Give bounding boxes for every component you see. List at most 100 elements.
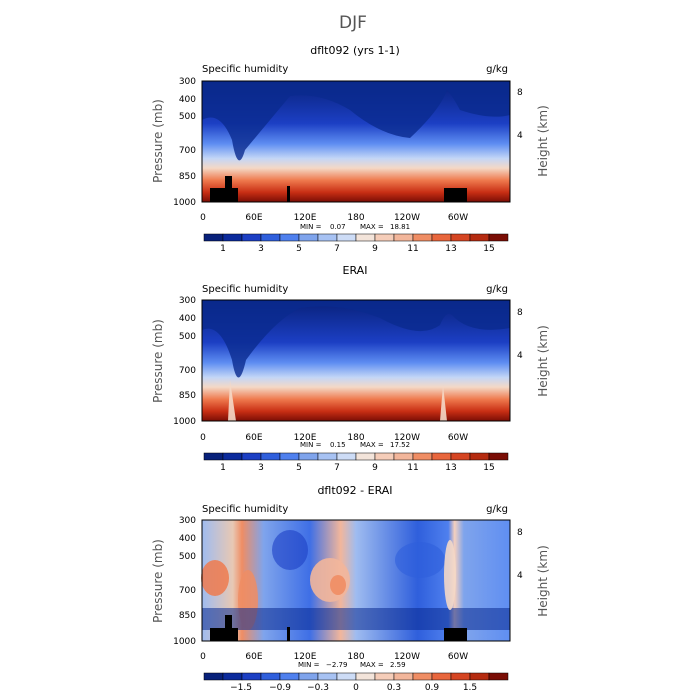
panel-1-xtick-60e: 60E (245, 213, 262, 223)
panel-3-ytick-500: 500 (179, 552, 196, 562)
panel-3-cbar-label-m1.5: −1.5 (230, 683, 252, 693)
panel-1-cbar-label-3: 3 (258, 244, 264, 254)
panel-1-ytick-700: 700 (179, 146, 196, 156)
panel-3-y2tick-4: 4 (517, 571, 523, 581)
colorbar-swatch (355, 672, 376, 681)
colorbar-swatch (336, 233, 357, 242)
panel-2-stats: MIN = 0.15 MAX = 17.52 (300, 441, 410, 449)
panel-1-colorbar (203, 233, 509, 242)
panel-2-y2tick-8: 8 (517, 308, 523, 318)
colorbar-swatch (298, 672, 319, 681)
panel-2-cbar-label-1: 1 (220, 463, 226, 473)
panel-3-plot (201, 520, 510, 641)
panel-2-max-value: 17.52 (390, 441, 410, 449)
panel-2-ylabel: Pressure (mb) (151, 319, 165, 403)
panel-1-cbar-label-15: 15 (483, 244, 494, 254)
colorbar-swatch (412, 672, 433, 681)
panel-3-cbar-label-0.9: 0.9 (425, 683, 440, 693)
panel-1-y2tick-8: 8 (517, 88, 523, 98)
panel-3-xtick-120e: 120E (294, 652, 317, 662)
colorbar-swatch (317, 672, 338, 681)
panel-2-xtick-60e: 60E (245, 433, 262, 443)
panel-1-ytick-1000: 1000 (173, 198, 196, 208)
panel-1-left-label: Specific humidity (202, 64, 288, 75)
colorbar-swatch (298, 452, 319, 461)
panel-1-max-value: 18.81 (390, 223, 410, 231)
panel-2-plot (202, 300, 510, 421)
colorbar-swatch (450, 233, 471, 242)
panel-3-ytick-700: 700 (179, 586, 196, 596)
colorbar-swatch (317, 233, 338, 242)
colorbar-swatch (412, 233, 433, 242)
colorbar-swatch (317, 452, 338, 461)
panel-3-terrain (210, 628, 238, 641)
panel-2-ytick-850: 850 (179, 391, 196, 401)
panel-3-max-label: MAX = (360, 661, 384, 669)
panel-2-ytick-300: 300 (179, 296, 196, 306)
panel-2-colorbar (203, 452, 509, 461)
panel-2-ytick-1000: 1000 (173, 417, 196, 427)
panel-1-xtick-120w: 120W (394, 213, 420, 223)
panel-1-y2label: Height (km) (536, 105, 550, 176)
colorbar-swatch (336, 672, 357, 681)
colorbar-swatch (488, 452, 509, 461)
panel-2-min-value: 0.15 (330, 441, 346, 449)
colorbar-swatch (222, 233, 243, 242)
panel-1-xtick-120e: 120E (294, 213, 317, 223)
panel-3-y2tick-8: 8 (517, 528, 523, 538)
panel-1-terrain (210, 188, 238, 202)
colorbar-swatch (355, 233, 376, 242)
colorbar-swatch (488, 233, 509, 242)
panel-1-cbar-label-1: 1 (220, 244, 226, 254)
panel-2-cbar-label-13: 13 (445, 463, 456, 473)
panel-1-ytick-500: 500 (179, 112, 196, 122)
colorbar-swatch (469, 452, 490, 461)
colorbar-swatch (298, 233, 319, 242)
panel-3-xtick-0: 0 (200, 652, 206, 662)
colorbar-swatch (260, 452, 281, 461)
panel-2-units: g/kg (486, 284, 508, 295)
colorbar-swatch (450, 672, 471, 681)
panel-2-xtick-0: 0 (200, 433, 206, 443)
colorbar-swatch (203, 672, 224, 681)
colorbar-swatch (241, 452, 262, 461)
colorbar-swatch (203, 233, 224, 242)
panel-1: dflt092 (yrs 1-1) Specific humidity g/kg… (151, 44, 550, 254)
panel-3-cbar-label-m0.9: −0.9 (269, 683, 291, 693)
colorbar-swatch (241, 672, 262, 681)
panel-1-title: dflt092 (yrs 1-1) (310, 44, 400, 57)
colorbar-swatch (374, 452, 395, 461)
panel-2-xtick-120w: 120W (394, 433, 420, 443)
panel-3-cbar-label-0.3: 0.3 (387, 683, 401, 693)
panel-2-xtick-180: 180 (347, 433, 364, 443)
colorbar-swatch (374, 672, 395, 681)
panel-1-cbar-label-9: 9 (372, 244, 378, 254)
panel-1-stats: MIN = 0.07 MAX = 18.81 (300, 223, 410, 231)
panel-1-plot (202, 81, 510, 202)
panel-1-y2tick-4: 4 (517, 131, 523, 141)
colorbar-swatch (393, 672, 414, 681)
panel-3-xtick-60w: 60W (448, 652, 468, 662)
panel-3-xtick-60e: 60E (245, 652, 262, 662)
colorbar-swatch (469, 233, 490, 242)
panel-2-xtick-60w: 60W (448, 433, 468, 443)
panel-2-min-label: MIN = (300, 441, 322, 449)
figure-title: DJF (339, 13, 367, 33)
panel-1-min-label: MIN = (300, 223, 322, 231)
colorbar-swatch (450, 452, 471, 461)
panel-1-ytick-400: 400 (179, 95, 196, 105)
panel-2-ytick-500: 500 (179, 332, 196, 342)
panel-2-cbar-label-5: 5 (296, 463, 302, 473)
panel-3-min-label: MIN = (298, 661, 320, 669)
colorbar-swatch (279, 672, 300, 681)
panel-1-xtick-180: 180 (347, 213, 364, 223)
panel-1-xtick-60w: 60W (448, 213, 468, 223)
panel-2-ytick-400: 400 (179, 314, 196, 324)
panel-3-y2label: Height (km) (536, 545, 550, 616)
panel-3-cbar-label-1.5: 1.5 (463, 683, 477, 693)
panel-2-max-label: MAX = (360, 441, 384, 449)
panel-1-cbar-label-13: 13 (445, 244, 456, 254)
panel-2-cbar-label-15: 15 (483, 463, 494, 473)
panel-3-max-value: 2.59 (390, 661, 406, 669)
